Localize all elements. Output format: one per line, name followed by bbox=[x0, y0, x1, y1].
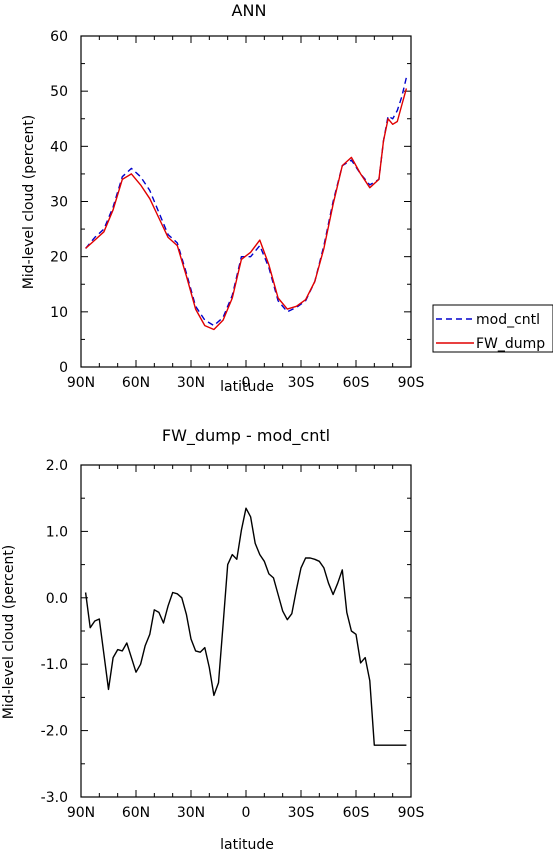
bottom-y-tick-label: 1.0 bbox=[46, 524, 68, 540]
top-x-tick-label: 0 bbox=[242, 375, 251, 391]
top-x-tick-label: 60N bbox=[122, 375, 150, 391]
top-chart-title: ANN bbox=[232, 1, 267, 20]
legend-label-mod-cntl: mod_cntl bbox=[476, 312, 540, 328]
bottom-y-axis-label: Mid-level cloud (percent) bbox=[1, 545, 17, 720]
bottom-y-tick-label: -1.0 bbox=[41, 657, 68, 673]
top-x-tick-labels: 90N 60N 30N 0 30S 60S 90S bbox=[67, 375, 425, 391]
bottom-y-tick-label: 2.0 bbox=[46, 458, 68, 474]
bottom-chart: FW_dump - mod_cntl 2.0 1.0 0.0 -1.0 -2.0 -3.0… bbox=[1, 426, 424, 851]
bottom-ticks bbox=[80, 464, 412, 798]
legend-label-fw-dump: FW_dump bbox=[476, 336, 545, 352]
top-series-line-mod-cntl bbox=[85, 77, 408, 327]
top-plot-frame bbox=[80, 35, 412, 368]
bottom-y-tick-label: -2.0 bbox=[41, 724, 68, 740]
bottom-x-tick-label: 90N bbox=[67, 805, 95, 821]
top-series-group bbox=[85, 77, 408, 331]
top-y-tick-label: 50 bbox=[50, 84, 68, 100]
bottom-x-tick-label: 90S bbox=[398, 805, 425, 821]
bottom-x-tick-labels: 90N 60N 30N 0 30S 60S 90S bbox=[67, 805, 425, 821]
bottom-y-tick-label: -3.0 bbox=[41, 790, 68, 806]
bottom-x-tick-label: 0 bbox=[242, 805, 251, 821]
top-y-tick-label: 40 bbox=[50, 139, 68, 155]
bottom-plot-frame bbox=[80, 464, 412, 798]
bottom-chart-title: FW_dump - mod_cntl bbox=[162, 426, 330, 446]
top-y-tick-label: 10 bbox=[50, 305, 68, 321]
bottom-x-tick-label: 30N bbox=[177, 805, 205, 821]
top-series-line-fw-dump bbox=[85, 88, 408, 331]
top-y-tick-labels: 0 10 20 30 40 50 60 bbox=[50, 29, 68, 376]
bottom-y-tick-labels: 2.0 1.0 0.0 -1.0 -2.0 -3.0 bbox=[41, 458, 68, 806]
top-y-tick-label: 0 bbox=[59, 360, 68, 376]
legend: mod_cntl FW_dump bbox=[432, 304, 553, 353]
bottom-x-tick-label: 60N bbox=[122, 805, 150, 821]
top-x-tick-label: 30S bbox=[288, 375, 315, 391]
bottom-series-group bbox=[84, 507, 407, 746]
top-x-tick-label: 90N bbox=[67, 375, 95, 391]
top-x-axis-label: latitude bbox=[220, 379, 274, 395]
top-x-tick-label: 30N bbox=[177, 375, 205, 391]
bottom-x-tick-label: 60S bbox=[343, 805, 370, 821]
top-y-tick-label: 30 bbox=[50, 195, 68, 211]
top-x-tick-label: 90S bbox=[398, 375, 425, 391]
top-ticks bbox=[80, 35, 412, 368]
bottom-x-tick-label: 30S bbox=[288, 805, 315, 821]
top-y-tick-label: 20 bbox=[50, 250, 68, 266]
top-y-tick-label: 60 bbox=[50, 29, 68, 45]
top-y-axis-label: Mid-level cloud (percent) bbox=[21, 115, 37, 290]
bottom-series-line-diff bbox=[84, 507, 407, 746]
top-x-tick-label: 60S bbox=[343, 375, 370, 391]
bottom-x-axis-label: latitude bbox=[220, 837, 274, 851]
legend-box bbox=[432, 304, 553, 353]
bottom-y-tick-label: 0.0 bbox=[46, 591, 68, 607]
top-chart: ANN 0 10 20 30 40 50 60 90N 60N 30N 0 30S 60S 90S la… bbox=[21, 1, 424, 395]
